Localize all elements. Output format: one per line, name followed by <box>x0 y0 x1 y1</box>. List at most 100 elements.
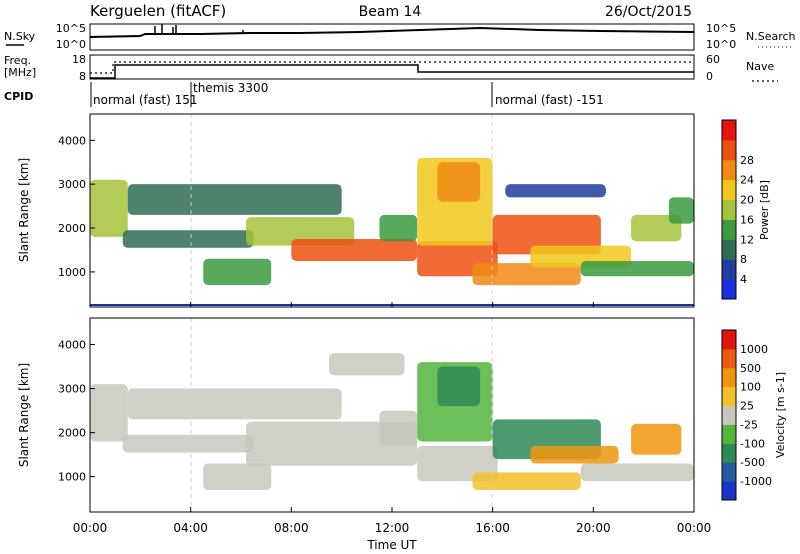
velocity-colorbar-swatch <box>722 367 736 388</box>
power-colorbar-swatch <box>722 179 736 201</box>
nave-tick-bottom: 0 <box>706 70 713 83</box>
power-colorbar-tick-label: 12 <box>740 233 754 246</box>
power-heatmap <box>90 157 694 286</box>
beam-title: Beam 14 <box>359 4 422 20</box>
power-colorbar-tick-label: 24 <box>740 174 754 187</box>
x-tick-label: 08:00 <box>274 521 309 535</box>
velocity-panel: Slant Range [km] 1000 2000 3000 4000 <box>17 317 695 513</box>
power-colorbar-tick-label: 8 <box>740 253 747 266</box>
power-data-blob <box>90 179 128 237</box>
velocity-y-tick-label: 4000 <box>58 338 86 351</box>
velocity-colorbar-tick-label: -1000 <box>740 475 772 488</box>
velocity-data-blob <box>329 353 405 376</box>
freq-line <box>90 64 694 79</box>
power-data-blob <box>492 214 601 255</box>
velocity-colorbar-swatch <box>722 443 736 463</box>
power-colorbar-swatch <box>722 219 736 240</box>
power-y-tick-label: 2000 <box>58 222 86 235</box>
power-colorbar-swatch <box>722 199 736 220</box>
velocity-data-blob <box>127 388 342 420</box>
velocity-colorbar-swatch <box>722 424 736 444</box>
power-y-tick-label: 1000 <box>58 266 86 279</box>
velocity-colorbar-swatch <box>722 348 736 369</box>
velocity-data-blob <box>379 410 418 446</box>
x-tick-label: 20:00 <box>576 521 611 535</box>
power-colorbar-swatch <box>722 159 736 181</box>
power-data-blob <box>122 230 254 248</box>
noise-panel: N.Sky 10^5 10^0 10^5 10^0 N.Search <box>4 22 796 51</box>
nsky-label: N.Sky <box>4 30 36 43</box>
x-tick-label: 16:00 <box>475 521 510 535</box>
power-colorbar: 4 8 12 16 20 24 28 Power [dB] <box>721 119 771 300</box>
power-colorbar-tick-label: 4 <box>740 273 747 286</box>
cpid-label: CPID <box>4 90 33 103</box>
power-data-blob <box>127 184 342 215</box>
station-title: Kerguelen (fitACF) <box>90 2 226 20</box>
power-colorbar-swatch <box>722 259 736 280</box>
cpid-row: CPID normal (fast) 151 themis 3300 norma… <box>4 81 604 107</box>
x-tick-label: 12:00 <box>375 521 410 535</box>
velocity-data-blob <box>90 384 128 442</box>
cpid-segment-themis: themis 3300 <box>193 81 268 95</box>
noise-spikes <box>154 24 244 34</box>
velocity-colorbar-tick-label: 25 <box>740 400 754 413</box>
nave-label: Nave <box>746 60 774 73</box>
power-data-blob <box>291 239 418 261</box>
velocity-colorbar-swatch <box>722 405 736 425</box>
velocity-y-tick-label: 3000 <box>58 383 86 396</box>
velocity-colorbar-tick-label: -100 <box>740 437 765 450</box>
velocity-data-blob <box>122 434 254 453</box>
freq-panel: Freq. [MHz] 18 8 60 0 Nave <box>4 53 778 83</box>
velocity-colorbar: 1000 500 100 25 -25 -100 -500 -1000 Velocity [m… <box>721 329 787 501</box>
velocity-data-blob <box>437 366 481 407</box>
date-title: 26/Oct/2015 <box>605 4 692 20</box>
power-colorbar-frame <box>721 119 737 300</box>
velocity-colorbar-tick-label: 1000 <box>740 343 768 356</box>
x-tick-label: 04:00 <box>173 521 208 535</box>
noise-left-tick-top: 10^5 <box>56 22 86 35</box>
velocity-data-blob <box>580 463 694 482</box>
velocity-colorbar-swatch <box>722 386 736 407</box>
power-data-blob <box>203 258 272 286</box>
velocity-heatmap <box>90 353 694 490</box>
power-y-tick-label: 3000 <box>58 178 86 191</box>
freq-label-1: Freq. <box>4 54 31 67</box>
power-colorbar-tick-label: 20 <box>740 194 754 207</box>
velocity-colorbar-tick-label: 500 <box>740 362 761 375</box>
velocity-colorbar-tick-label: -25 <box>740 418 758 431</box>
cpid-segment-normal-151: normal (fast) 151 <box>93 93 197 107</box>
nave-line <box>90 61 694 74</box>
power-colorbar-label: Power [dB] <box>758 180 771 240</box>
velocity-colorbar-swatch <box>722 481 736 501</box>
noise-left-tick-bottom: 10^0 <box>56 38 86 51</box>
power-data-blob <box>580 260 694 277</box>
velocity-y-tick-label: 2000 <box>58 427 86 440</box>
velocity-data-blob <box>631 423 682 455</box>
power-colorbar-swatch <box>722 239 736 260</box>
velocity-y-tick-label: 1000 <box>58 471 86 484</box>
power-data-blob <box>246 217 355 246</box>
velocity-colorbar-label: Velocity [m s-1] <box>774 372 787 458</box>
freq-panel-frame <box>89 54 695 80</box>
velocity-colorbar-swatch <box>722 330 736 350</box>
nsearch-label: N.Search <box>746 30 796 43</box>
power-ylabel: Slant Range [km] <box>17 158 31 262</box>
power-colorbar-tick-label: 28 <box>740 154 754 167</box>
power-panel: Slant Range [km] 1000 2000 3000 4000 <box>17 113 695 308</box>
power-colorbar-swatch <box>722 139 736 161</box>
noise-panel-frame <box>89 23 695 51</box>
power-y-tick-label: 4000 <box>58 134 86 147</box>
power-data-blob <box>668 197 694 224</box>
cpid-segment-normal-neg151: normal (fast) -151 <box>495 93 604 107</box>
x-axis-label: Time UT <box>366 538 417 552</box>
velocity-colorbar-tick-label: 100 <box>740 381 761 394</box>
velocity-colorbar-swatch <box>722 462 736 482</box>
power-data-blob <box>631 214 682 242</box>
power-y-axis: 1000 2000 3000 4000 <box>58 134 95 279</box>
time-axis: 00:00 04:00 08:00 12:00 16:00 20:00 00:00 <box>73 302 712 535</box>
x-tick-label: 00:00 <box>677 521 712 535</box>
power-data-blob <box>379 214 418 242</box>
power-data-blob <box>505 184 606 198</box>
noise-right-tick-bottom: 10^0 <box>706 38 736 51</box>
